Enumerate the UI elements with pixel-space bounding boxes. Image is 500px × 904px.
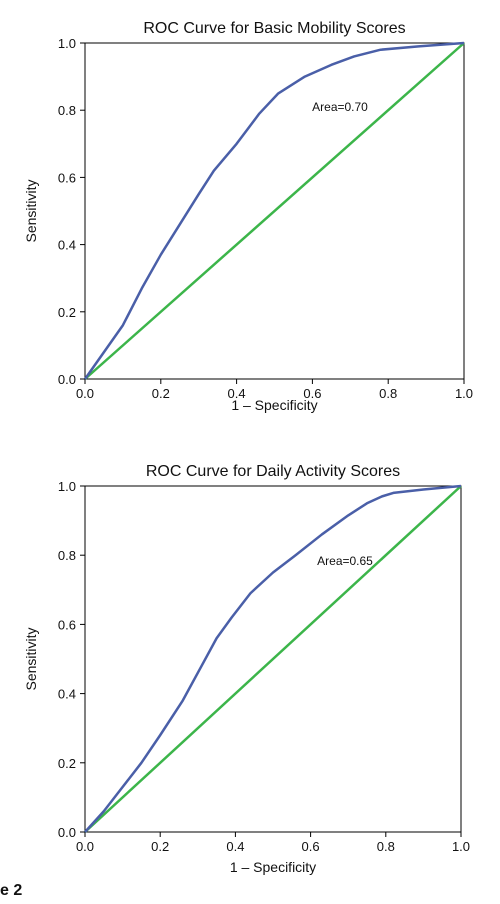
y-tick-label: 0.0 (58, 372, 76, 387)
x-axis-label: 1 – Specificity (230, 859, 316, 875)
x-tick-label: 0.0 (76, 839, 94, 854)
reference-line (84, 485, 462, 833)
x-tick-label: 0.4 (228, 386, 246, 401)
plot-frame (84, 485, 462, 833)
y-tick-label: 0.6 (58, 617, 76, 632)
chart-title: ROC Curve for Daily Activity Scores (146, 463, 400, 480)
x-axis-label: 1 – Specificity (231, 397, 317, 413)
y-tick-label: 0.8 (58, 103, 76, 118)
x-tick-label: 0.2 (151, 839, 169, 854)
y-tick-label: 0.4 (58, 687, 76, 702)
area-annotation: Area=0.65 (317, 554, 373, 568)
y-tick-label: 1.0 (58, 36, 76, 51)
y-tick-label: 1.0 (58, 479, 76, 494)
reference-line (84, 42, 465, 380)
y-tick-label: 0.6 (58, 170, 76, 185)
roc-chart-daily-activity: ROC Curve for Daily Activity Scores 0.0 0.… (0, 450, 500, 899)
x-tick-label: 0.8 (377, 839, 395, 854)
figure-caption: e 2 (0, 882, 23, 899)
area-annotation: Area=0.70 (312, 100, 368, 114)
roc-curve (83, 41, 465, 380)
chart-title: ROC Curve for Basic Mobility Scores (143, 20, 405, 37)
x-tick-label: 1.0 (455, 386, 473, 401)
x-tick-label: 0.6 (303, 386, 321, 401)
y-axis-label: Sensitivity (23, 627, 39, 690)
x-tick-label: 1.0 (452, 839, 470, 854)
y-tick-label: 0.8 (58, 548, 76, 563)
x-tick-label: 0.0 (76, 386, 94, 401)
y-tick-label: 0.2 (58, 305, 76, 320)
roc-chart-basic-mobility: ROC Curve for Basic Mobility Scores 0.0 0.… (0, 0, 500, 420)
y-tick-label: 0.0 (58, 825, 76, 840)
roc-curve (84, 484, 462, 833)
plot-frame (84, 42, 465, 380)
y-tick-label: 0.2 (58, 756, 76, 771)
y-tick-label: 0.4 (58, 238, 76, 253)
x-tick-label: 0.4 (226, 839, 244, 854)
x-tick-label: 0.8 (379, 386, 397, 401)
x-tick-label: 0.6 (302, 839, 320, 854)
y-axis-label: Sensitivity (23, 179, 39, 242)
x-tick-label: 0.2 (152, 386, 170, 401)
